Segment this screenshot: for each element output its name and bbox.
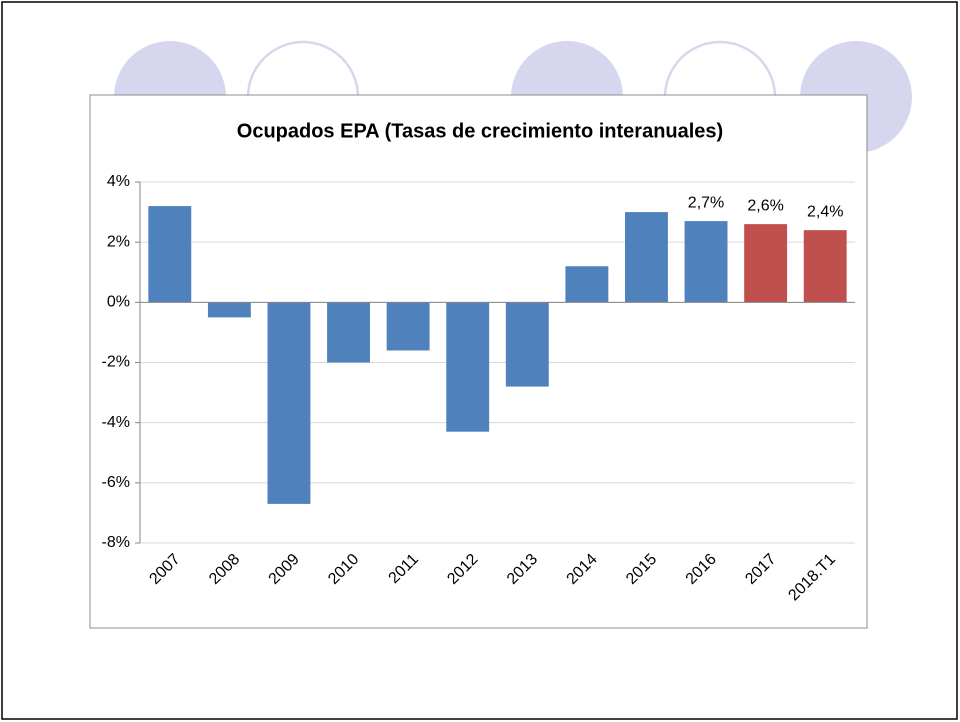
bar: [625, 212, 668, 303]
bar: [327, 302, 370, 363]
chart-title: Ocupados EPA (Tasas de crecimiento inter…: [237, 120, 723, 142]
bar: [148, 206, 192, 303]
bar: [386, 302, 430, 351]
y-tick-label: -6%: [102, 474, 130, 491]
bar: [446, 302, 490, 432]
data-label: 2,6%: [747, 197, 783, 214]
bar: [684, 221, 728, 303]
bar: [565, 266, 609, 303]
bar: [803, 230, 847, 303]
y-tick-label: -4%: [102, 414, 130, 431]
bar: [267, 302, 311, 504]
y-tick-label: -8%: [102, 534, 130, 551]
data-label: 2,7%: [688, 194, 724, 211]
y-tick-label: -2%: [102, 354, 130, 371]
bar: [744, 224, 788, 303]
bar: [207, 302, 251, 318]
data-label: 2,4%: [807, 203, 843, 220]
bar: [505, 302, 549, 387]
y-tick-label: 4%: [107, 173, 130, 190]
y-tick-label: 0%: [107, 294, 130, 311]
y-tick-label: 2%: [107, 233, 130, 250]
